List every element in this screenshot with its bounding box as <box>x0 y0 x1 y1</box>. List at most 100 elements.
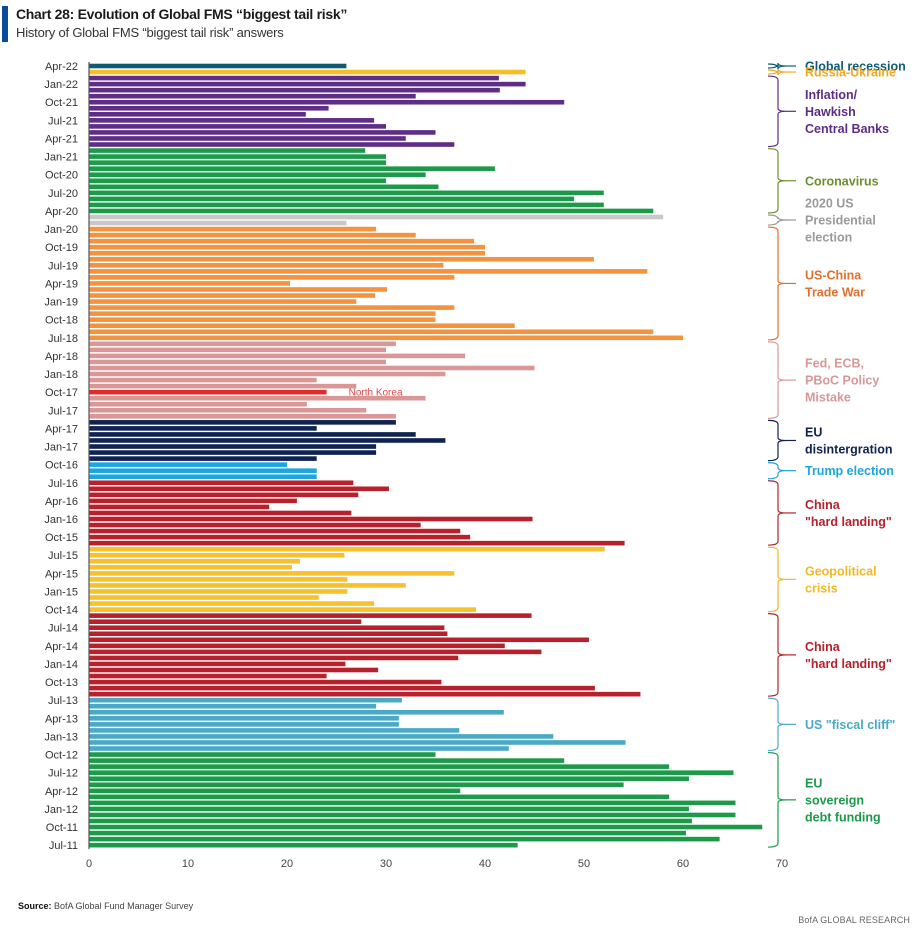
bar-jul-15 <box>89 552 345 558</box>
bar-sep-19 <box>89 250 485 256</box>
y-tick-label: Apr-19 <box>45 278 78 290</box>
y-tick-label: Jul-11 <box>49 840 78 852</box>
group-label: Central Banks <box>805 122 889 136</box>
source-label: Source: <box>18 901 52 911</box>
y-tick-label: Jan-14 <box>44 659 78 671</box>
bar-oct-13 <box>89 679 442 685</box>
bar-aug-14 <box>89 619 362 624</box>
y-tick-label: Jan-20 <box>44 224 78 236</box>
y-tick-labels: Apr-22 Jan-22 Oct-21 Jul-21 Apr-21 Jan-21 Oct-… <box>44 61 78 852</box>
group-label: Geopolitical <box>805 564 877 578</box>
bar-jan-19 <box>89 299 357 304</box>
bar-jan-20 <box>89 226 377 232</box>
bar-jun-15 <box>89 558 300 564</box>
y-tick-label: Apr-13 <box>45 713 78 725</box>
x-tick-label: 40 <box>479 858 491 870</box>
y-tick-label: Oct-20 <box>45 170 78 182</box>
bar-feb-13 <box>89 728 460 733</box>
y-tick-label: Apr-20 <box>45 206 78 218</box>
group-bracket <box>767 546 787 613</box>
y-tick-label: Apr-15 <box>45 568 78 580</box>
bar-feb-18 <box>89 365 535 371</box>
bar-apr-15 <box>89 571 455 576</box>
bar-may-16 <box>89 492 359 498</box>
y-tick-label: Oct-11 <box>46 822 78 834</box>
bar-nov-16 <box>89 456 317 461</box>
bar-apr-17 <box>89 426 317 431</box>
bar-may-12 <box>89 782 624 788</box>
y-tick-label: Jul-18 <box>48 333 78 345</box>
bar-sep-17 <box>89 395 426 401</box>
bar-mar-20 <box>89 214 664 220</box>
y-tick-label: Jul-15 <box>48 550 78 562</box>
bar-sep-11 <box>89 830 686 836</box>
group-bracket <box>767 613 787 697</box>
x-tick-label: 10 <box>182 858 194 870</box>
bar-oct-17 <box>89 389 327 395</box>
group-label: 2020 US <box>805 197 854 211</box>
source-text: BofA Global Fund Manager Survey <box>54 901 194 911</box>
x-tick-label: 0 <box>86 858 92 870</box>
bar-nov-19 <box>89 238 475 244</box>
x-tick-label: 70 <box>776 858 788 870</box>
group-label: election <box>805 231 852 245</box>
group-bracket <box>767 751 787 848</box>
bar-jun-20 <box>89 196 575 202</box>
bar-feb-21 <box>89 148 366 153</box>
bar-jan-13 <box>89 734 554 739</box>
bar-dec-20 <box>89 160 386 165</box>
bar-jun-17 <box>89 414 396 419</box>
bar-aug-17 <box>89 401 307 407</box>
bar-mar-13 <box>89 722 399 727</box>
group-label: Inflation/ <box>805 88 858 102</box>
bar-aug-11 <box>89 836 720 842</box>
bar-apr-12 <box>89 788 461 794</box>
x-tick-label: 50 <box>578 858 590 870</box>
bar-feb-17 <box>89 438 446 443</box>
y-tick-label: Apr-16 <box>45 496 78 508</box>
y-tick-label: Jul-13 <box>48 695 78 707</box>
bar-mar-12 <box>89 794 670 800</box>
bar-jan-22 <box>89 81 526 87</box>
x-tick-label: 60 <box>677 858 689 870</box>
x-tick-label: 30 <box>380 858 392 870</box>
group-label: Hawkish <box>805 105 856 119</box>
bar-nov-13 <box>89 673 327 679</box>
y-tick-label: Oct-15 <box>45 532 78 544</box>
bar-jul-20 <box>89 190 604 196</box>
bar-mar-17 <box>89 432 416 437</box>
group-bracket <box>767 697 787 752</box>
bar-apr-16 <box>89 498 297 504</box>
group-label: Russia-Ukraine <box>805 66 896 80</box>
chart-subtitle: History of Global FMS “biggest tail risk… <box>16 25 284 40</box>
group-label: crisis <box>805 581 838 595</box>
brand-label: BofA GLOBAL RESEARCH <box>798 915 910 925</box>
group-label: Fed, ECB, <box>805 357 864 371</box>
bar-jan-21 <box>89 154 386 159</box>
bar-jun-18 <box>89 341 396 347</box>
bar-nov-17 <box>89 383 357 389</box>
bar-jan-15 <box>89 589 348 594</box>
bar-aug-19 <box>89 256 594 262</box>
group-label: China <box>805 640 841 654</box>
bar-may-21 <box>89 130 436 135</box>
bar-jan-17 <box>89 444 377 449</box>
group-bracket <box>767 419 787 462</box>
bar-mar-16 <box>89 504 270 510</box>
bar-oct-18 <box>89 317 436 322</box>
source-note: Source: BofA Global Fund Manager Survey <box>18 901 193 911</box>
group-label: US-China <box>805 268 862 282</box>
y-tick-label: Apr-18 <box>45 351 78 363</box>
group-label: Trade War <box>805 285 865 299</box>
group-bracket <box>767 147 787 214</box>
bar-jan-16 <box>89 516 533 522</box>
title-accent-bar <box>2 6 8 42</box>
bar-sep-20 <box>89 178 386 184</box>
chart-title: Chart 28: Evolution of Global FMS “bigge… <box>16 6 348 22</box>
x-tick-labels: 0 10 20 30 40 50 60 70 <box>86 858 788 870</box>
bar-apr-21 <box>89 136 406 141</box>
bar-sep-15 <box>89 540 625 546</box>
y-tick-label: Jul-21 <box>48 115 78 127</box>
